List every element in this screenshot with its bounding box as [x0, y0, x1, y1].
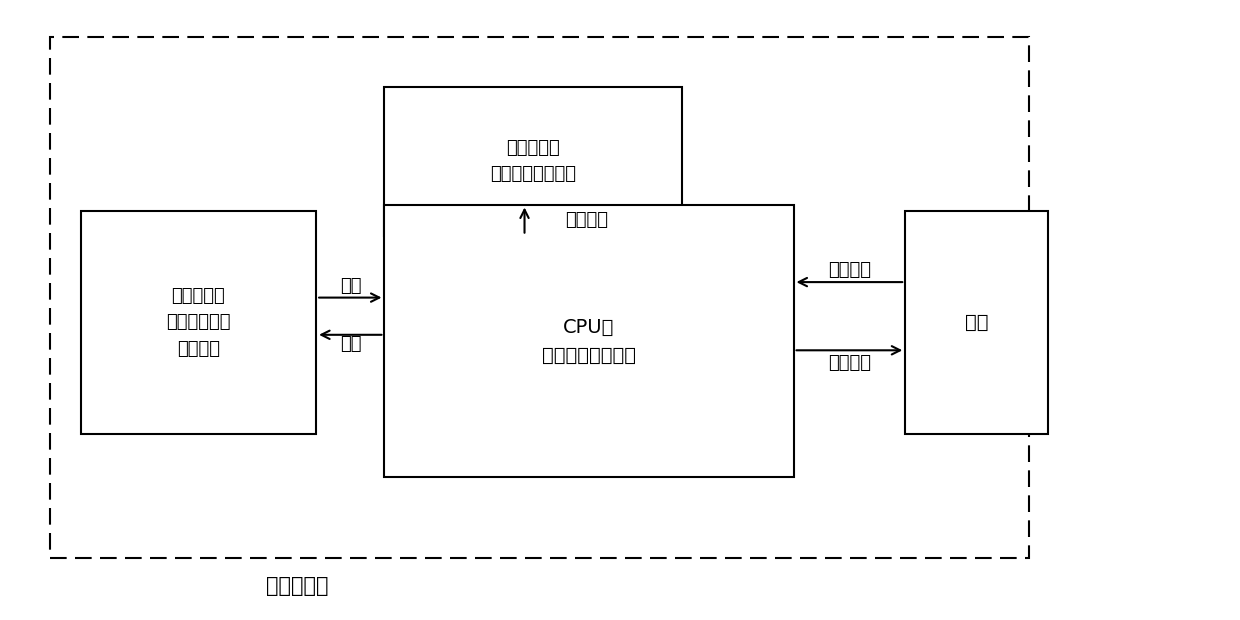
Bar — [81, 211, 316, 434]
Text: 读取: 读取 — [340, 277, 362, 296]
Text: 重写: 重写 — [340, 335, 362, 353]
Text: 车载控制器: 车载控制器 — [267, 576, 329, 596]
Bar — [50, 37, 1029, 558]
Text: 存储设备：
存储列车连挂
状态信息: 存储设备： 存储列车连挂 状态信息 — [166, 287, 231, 358]
Text: 控制信号: 控制信号 — [828, 353, 870, 372]
Bar — [905, 211, 1048, 434]
Text: 车辆: 车辆 — [965, 313, 988, 332]
Text: CPU：
执行车载信号功能: CPU： 执行车载信号功能 — [542, 317, 636, 365]
Text: 加载数据: 加载数据 — [565, 211, 608, 229]
Text: 存储设备：
存储三种离线数据: 存储设备： 存储三种离线数据 — [490, 139, 577, 184]
Bar — [384, 205, 794, 477]
Text: 信号采集: 信号采集 — [828, 260, 870, 279]
Bar — [384, 87, 682, 236]
